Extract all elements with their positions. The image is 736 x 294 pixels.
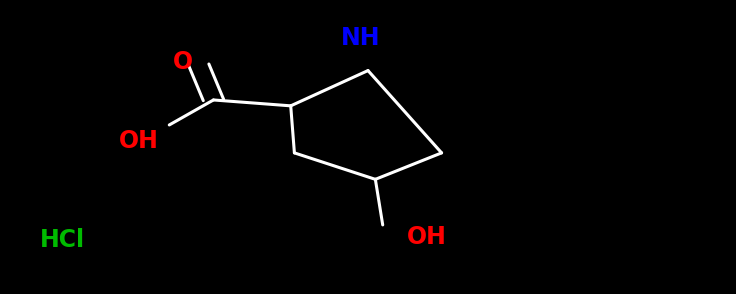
Text: OH: OH [118, 129, 158, 153]
Text: NH: NH [341, 26, 381, 50]
Text: HCl: HCl [40, 228, 85, 252]
Text: O: O [172, 50, 193, 74]
Text: OH: OH [407, 225, 447, 249]
